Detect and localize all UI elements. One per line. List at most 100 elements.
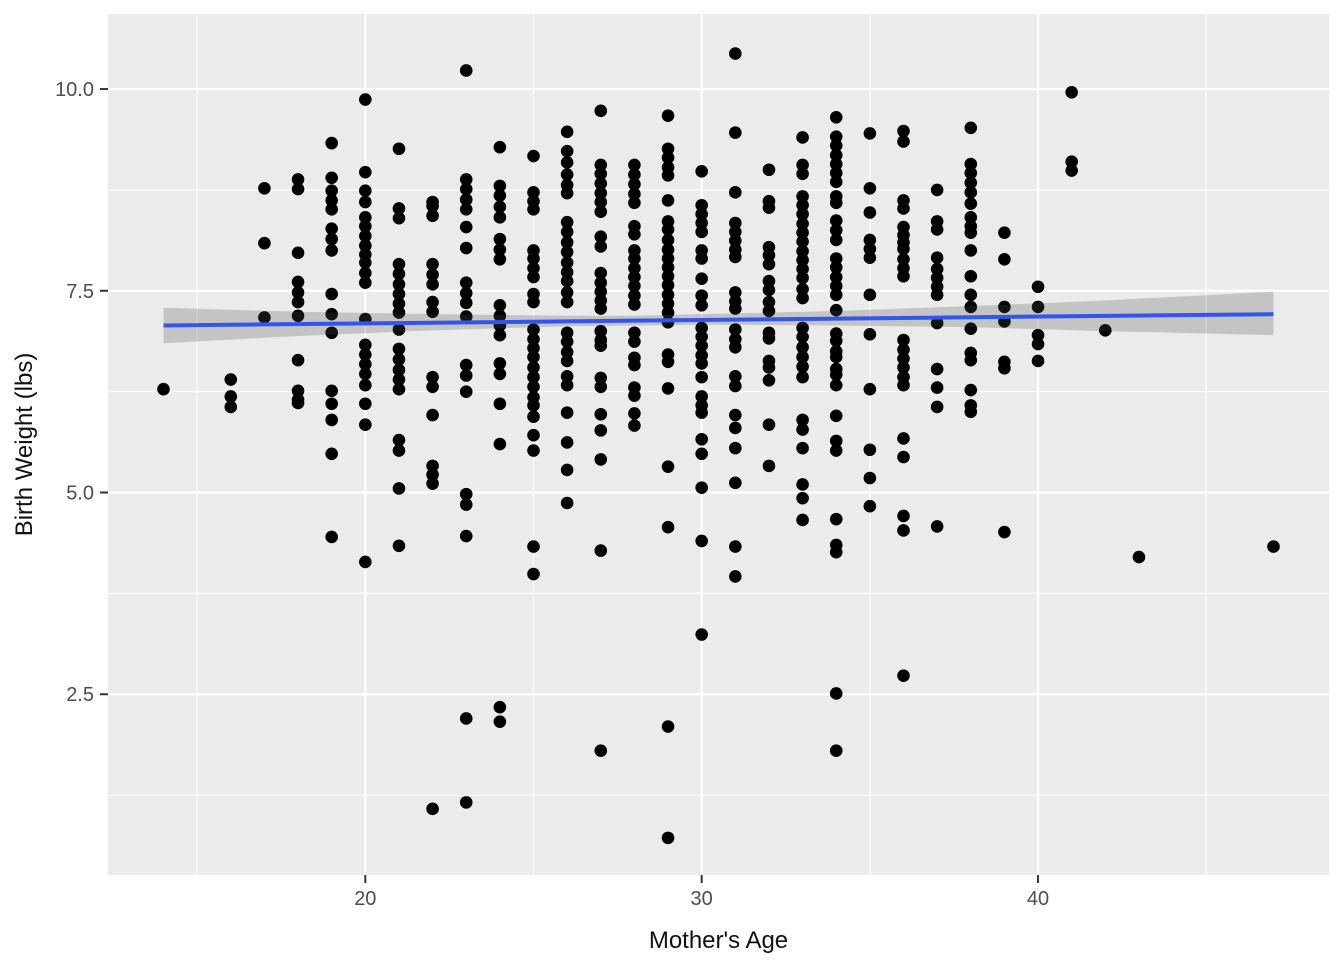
data-point bbox=[628, 279, 641, 293]
data-point bbox=[426, 380, 439, 394]
data-point bbox=[628, 177, 641, 191]
data-point bbox=[796, 262, 809, 276]
data-point bbox=[930, 316, 944, 330]
data-point bbox=[527, 380, 540, 394]
data-point bbox=[897, 333, 910, 347]
data-point bbox=[796, 271, 809, 285]
data-point bbox=[796, 190, 809, 203]
data-point bbox=[325, 447, 338, 461]
data-point bbox=[459, 241, 473, 255]
data-point bbox=[628, 261, 641, 275]
data-point bbox=[291, 275, 305, 289]
data-point bbox=[829, 350, 843, 364]
data-point bbox=[426, 257, 439, 271]
data-point bbox=[1031, 328, 1045, 342]
data-point bbox=[695, 225, 708, 239]
data-point bbox=[729, 370, 742, 383]
data-point bbox=[661, 831, 675, 845]
data-point bbox=[964, 383, 978, 397]
data-point bbox=[661, 261, 675, 274]
data-point bbox=[426, 408, 439, 422]
data-point bbox=[628, 389, 641, 402]
data-point bbox=[661, 223, 675, 236]
data-point bbox=[762, 257, 776, 271]
data-point bbox=[998, 361, 1011, 375]
data-point bbox=[796, 350, 809, 364]
data-point bbox=[863, 242, 877, 256]
data-point bbox=[392, 287, 406, 301]
data-point bbox=[359, 276, 372, 290]
data-point bbox=[560, 335, 574, 348]
data-point bbox=[1065, 85, 1078, 99]
data-point bbox=[796, 370, 809, 384]
data-point bbox=[729, 225, 742, 239]
data-point bbox=[695, 534, 708, 548]
data-point bbox=[796, 226, 809, 239]
data-point bbox=[493, 700, 507, 714]
data-point bbox=[829, 409, 843, 423]
data-point bbox=[695, 357, 708, 370]
data-point bbox=[964, 211, 978, 224]
data-point bbox=[291, 309, 305, 323]
data-point bbox=[897, 253, 910, 266]
data-point bbox=[359, 418, 372, 432]
data-point bbox=[325, 244, 338, 257]
data-point bbox=[628, 407, 641, 420]
data-point bbox=[594, 339, 608, 352]
data-point bbox=[695, 321, 708, 335]
data-point bbox=[493, 232, 507, 246]
data-point bbox=[560, 144, 574, 158]
data-point bbox=[291, 286, 305, 299]
data-point bbox=[829, 744, 843, 758]
data-point bbox=[560, 245, 574, 259]
data-point bbox=[392, 202, 406, 215]
data-point bbox=[527, 270, 540, 284]
data-point bbox=[829, 166, 843, 180]
data-point bbox=[527, 323, 540, 336]
data-point bbox=[560, 436, 574, 449]
data-point bbox=[897, 450, 910, 464]
data-point bbox=[291, 295, 305, 309]
data-point bbox=[863, 127, 877, 140]
data-point bbox=[359, 397, 372, 411]
data-point bbox=[527, 567, 540, 581]
data-point bbox=[1267, 540, 1280, 553]
data-point bbox=[628, 419, 641, 432]
data-point bbox=[628, 187, 641, 201]
data-point bbox=[426, 802, 439, 816]
data-point bbox=[426, 459, 439, 473]
data-point bbox=[459, 193, 473, 206]
data-point bbox=[392, 211, 406, 225]
data-point bbox=[829, 303, 843, 317]
data-point bbox=[258, 311, 271, 324]
data-point bbox=[930, 520, 944, 533]
data-point bbox=[998, 226, 1011, 239]
data-point bbox=[359, 378, 372, 392]
data-point bbox=[796, 244, 809, 258]
data-point bbox=[762, 304, 776, 318]
data-point bbox=[964, 300, 978, 314]
data-point bbox=[762, 374, 776, 387]
data-point bbox=[459, 529, 473, 543]
data-point bbox=[594, 177, 608, 190]
data-point bbox=[897, 432, 910, 445]
data-point bbox=[796, 491, 809, 505]
data-point bbox=[594, 186, 608, 200]
data-point bbox=[325, 326, 338, 340]
data-point bbox=[762, 332, 776, 345]
data-point bbox=[325, 136, 338, 150]
data-point bbox=[661, 306, 675, 319]
data-point bbox=[829, 110, 843, 124]
data-point bbox=[829, 252, 843, 265]
data-point bbox=[796, 158, 809, 172]
data-point bbox=[459, 369, 473, 382]
data-point bbox=[729, 570, 742, 583]
data-point bbox=[695, 628, 708, 641]
data-point bbox=[695, 406, 708, 419]
data-point bbox=[359, 93, 372, 106]
data-point bbox=[796, 360, 809, 373]
data-point bbox=[930, 362, 944, 376]
data-point bbox=[695, 299, 708, 312]
data-point bbox=[964, 244, 978, 257]
